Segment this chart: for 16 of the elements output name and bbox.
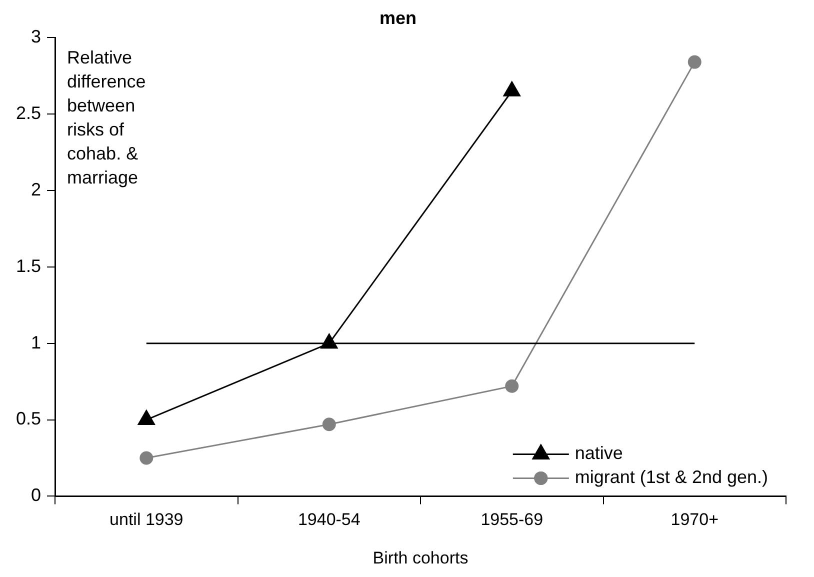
y-tick-label: 2.5 xyxy=(16,103,42,123)
legend-label: native xyxy=(574,443,623,464)
y-tick-label: 0 xyxy=(31,485,42,506)
y-tick-label: 2 xyxy=(31,179,42,200)
y-axis-title: Relative difference between risks of cohab. & marriage xyxy=(67,48,146,188)
x-tick-label: 1940-54 xyxy=(298,510,360,530)
x-tick-label: until 1939 xyxy=(110,510,184,530)
y-tick-label: 1.5 xyxy=(16,256,42,276)
y-tick-label: 1 xyxy=(31,332,42,352)
legend-label: migrant (1st & 2nd gen.) xyxy=(574,467,768,488)
y-tick-label: 0.5 xyxy=(16,408,42,429)
y-tick-label: 3 xyxy=(31,26,42,47)
x-tick-label: 1970+ xyxy=(670,510,719,530)
x-axis-title: Birth cohorts xyxy=(372,548,468,568)
chart-title: men xyxy=(379,8,417,28)
x-tick-label: 1955-69 xyxy=(480,510,544,530)
